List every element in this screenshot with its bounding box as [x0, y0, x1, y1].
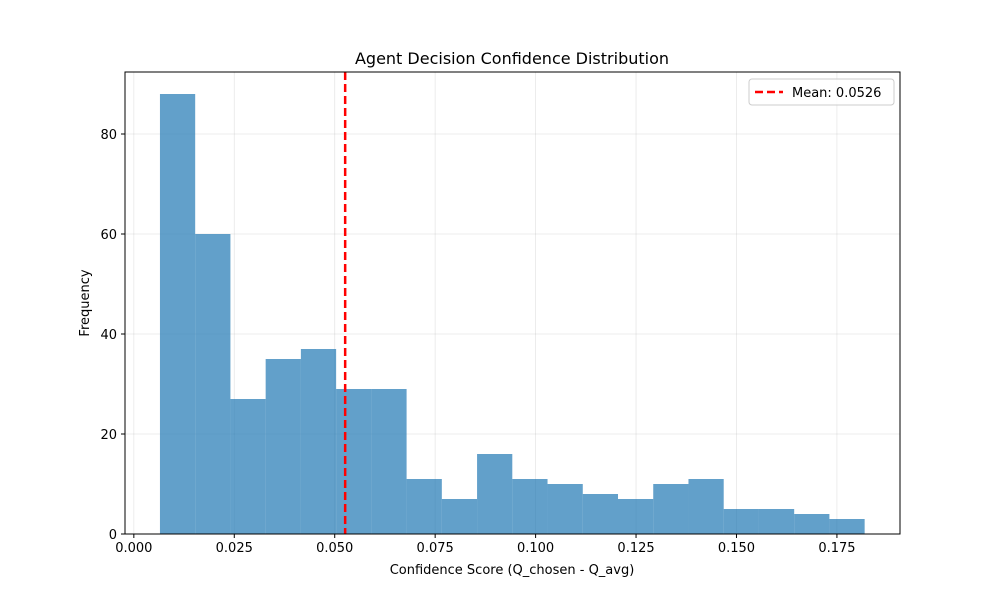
histogram-bar-8 — [441, 499, 478, 534]
histogram-bar-9 — [477, 454, 513, 534]
x-tick-label: 0.125 — [617, 541, 654, 556]
histogram-bar-1 — [195, 234, 231, 534]
y-axis-ticks: 0 20 40 60 80 — [100, 128, 125, 543]
chart-title: Agent Decision Confidence Distribution — [355, 49, 669, 68]
x-axis-ticks: 0.000 0.025 0.050 0.075 0.100 0.125 0.150 0.175 — [115, 534, 856, 556]
x-tick-label: 0.025 — [216, 541, 253, 556]
histogram-bar-0 — [159, 94, 196, 534]
histogram-bar-13 — [618, 499, 654, 534]
y-tick-label: 0 — [109, 528, 117, 543]
y-tick-label: 80 — [100, 128, 117, 143]
histogram-bar-11 — [547, 484, 583, 534]
y-tick-label: 20 — [100, 428, 117, 443]
x-tick-label: 0.175 — [818, 541, 855, 556]
histogram-bars — [159, 94, 865, 534]
histogram-bar-2 — [230, 399, 266, 534]
legend-mean-label: Mean: 0.0526 — [792, 86, 881, 101]
y-axis-label: Frequency — [78, 269, 93, 336]
plot-area-frame — [124, 71, 901, 535]
histogram-bar-17 — [758, 509, 795, 534]
histogram-bar-6 — [371, 389, 407, 534]
x-tick-label: 0.075 — [417, 541, 454, 556]
histogram-bar-18 — [794, 514, 830, 534]
histogram-bar-16 — [723, 509, 759, 534]
histogram-bar-5 — [336, 389, 372, 534]
x-tick-label: 0.100 — [517, 541, 554, 556]
legend: Mean: 0.0526 — [748, 78, 895, 106]
x-tick-label: 0.150 — [718, 541, 755, 556]
histogram-bar-4 — [300, 349, 337, 534]
histogram-bar-10 — [512, 479, 548, 534]
y-tick-label: 40 — [100, 328, 117, 343]
histogram-bar-12 — [582, 494, 619, 534]
histogram-bar-19 — [829, 519, 865, 534]
histogram-bar-14 — [653, 484, 689, 534]
x-axis-label: Confidence Score (Q_chosen - Q_avg) — [390, 563, 635, 578]
histogram-bar-7 — [406, 479, 442, 534]
histogram-bar-15 — [688, 479, 724, 534]
y-tick-label: 60 — [100, 228, 117, 243]
x-tick-label: 0.000 — [115, 541, 152, 556]
x-tick-label: 0.050 — [316, 541, 353, 556]
legend-box — [748, 78, 895, 106]
histogram-bar-3 — [265, 359, 301, 534]
